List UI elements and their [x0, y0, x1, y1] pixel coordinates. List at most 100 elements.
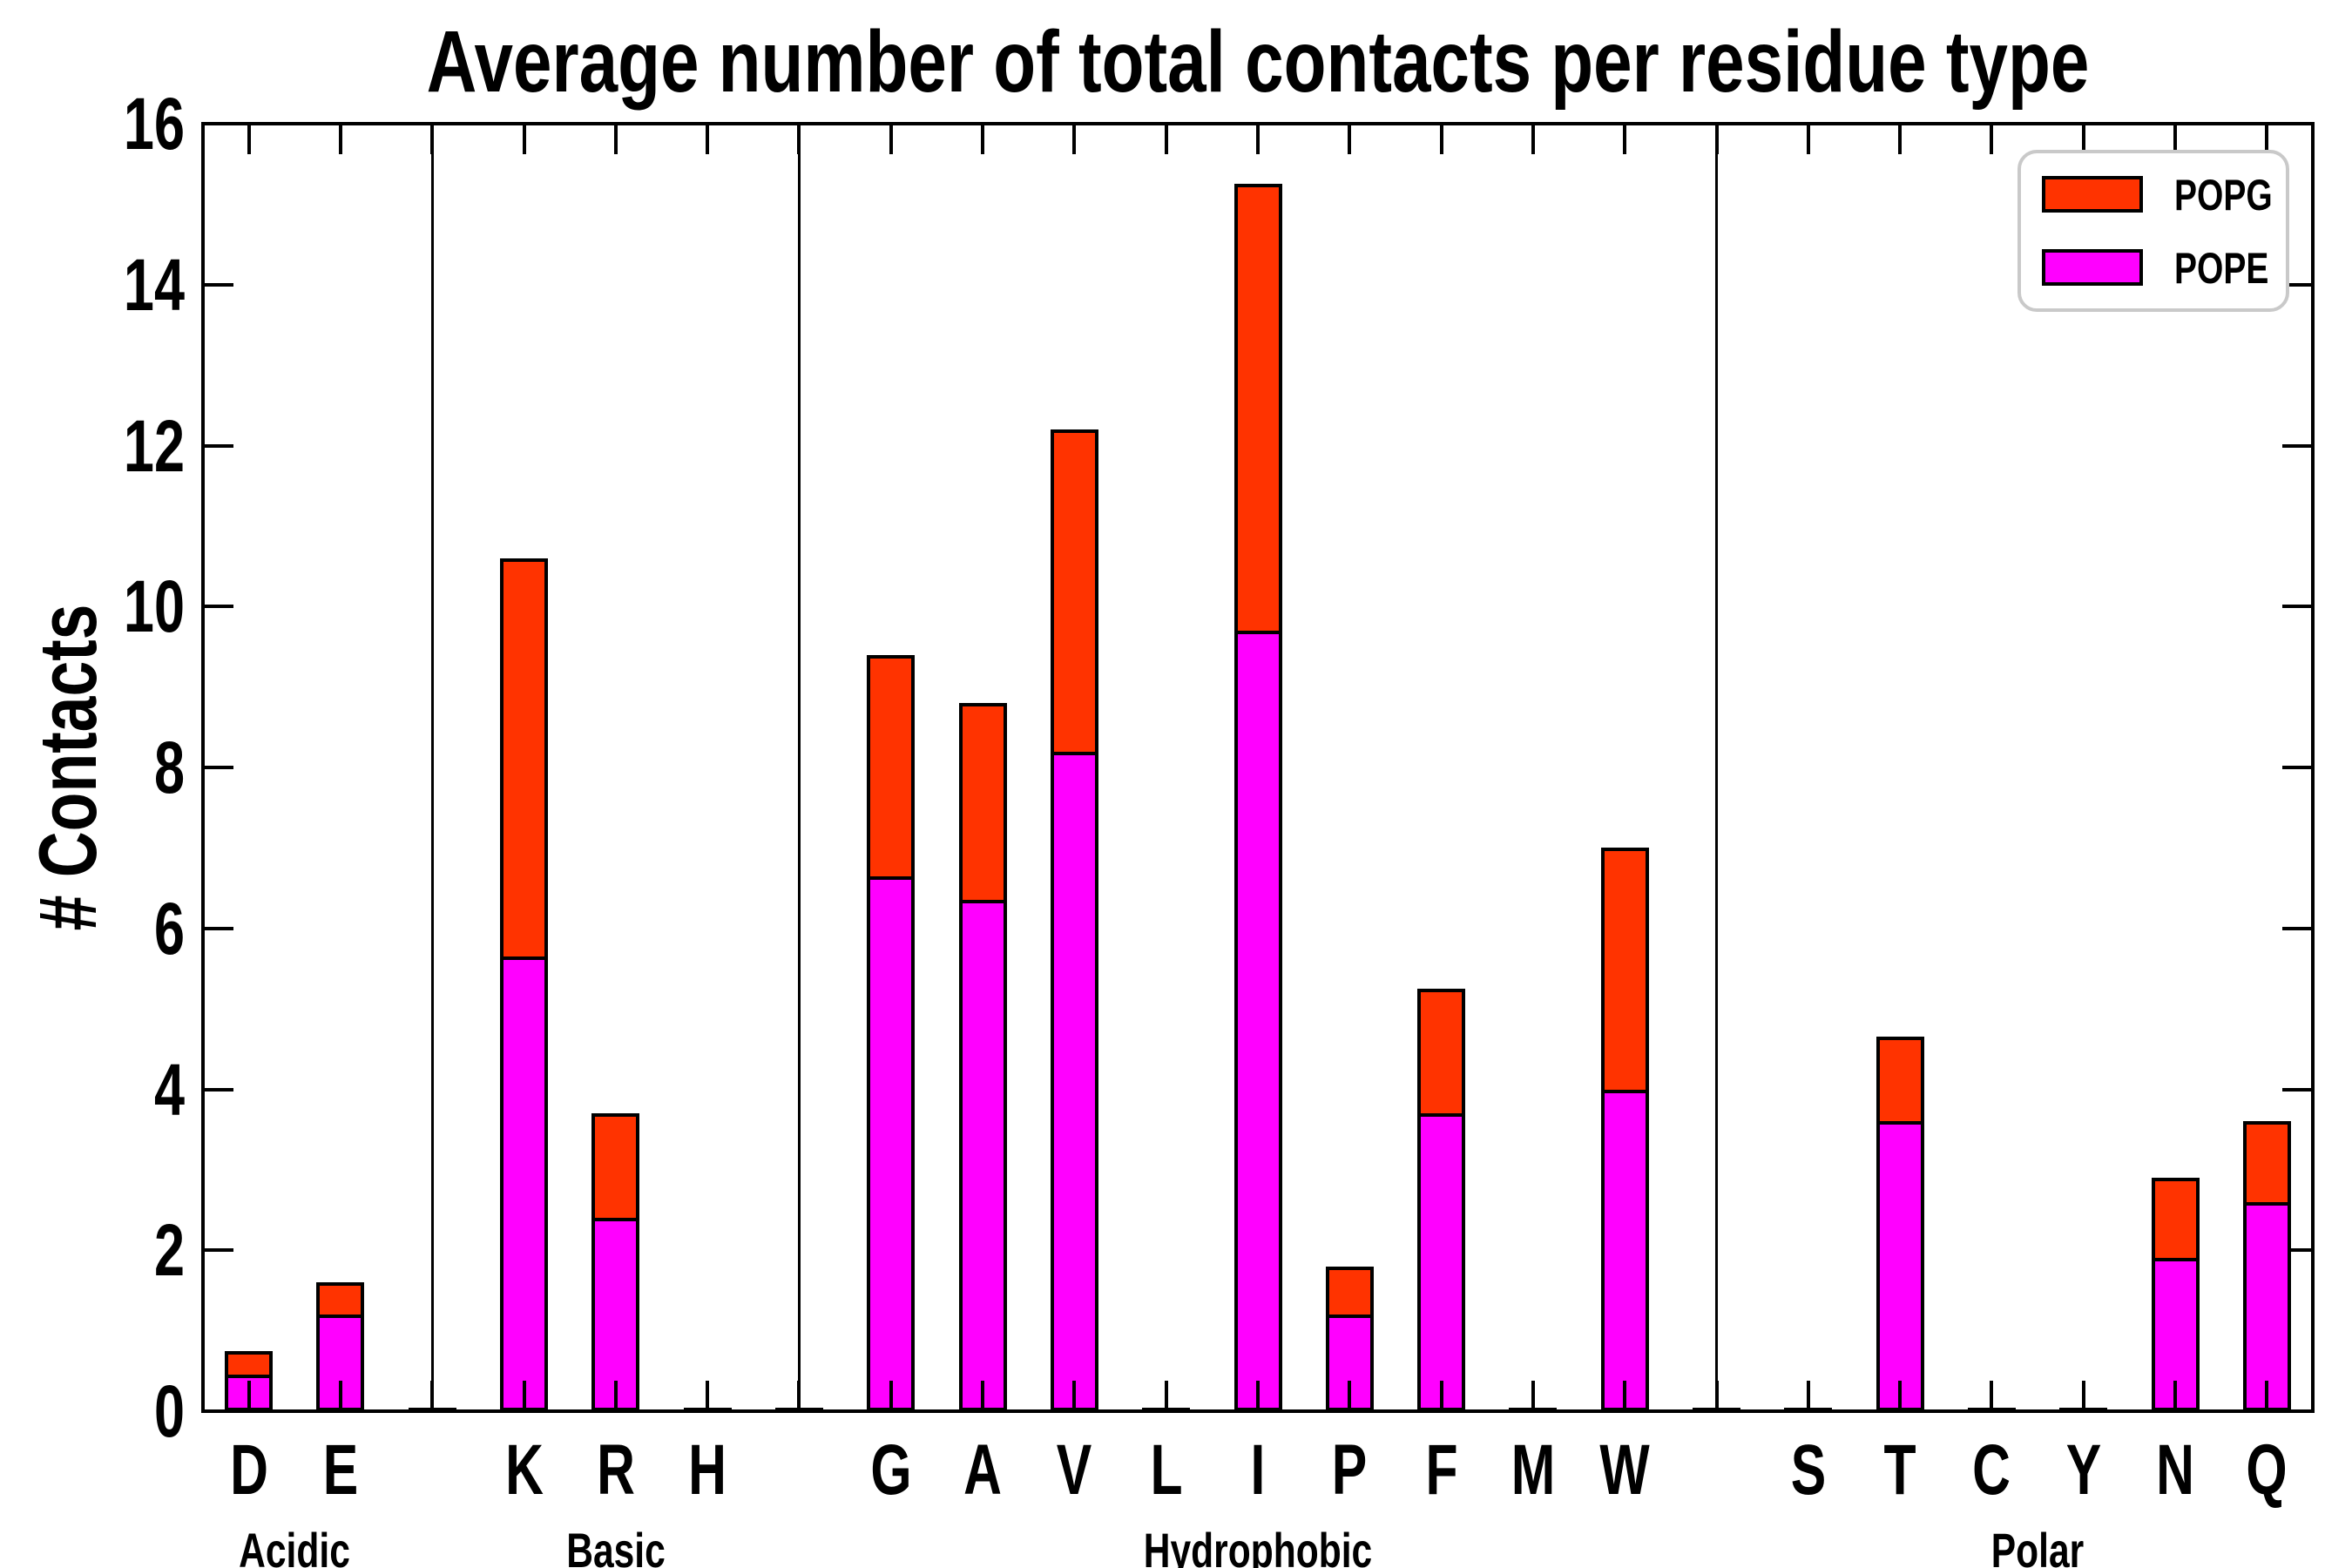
y-major-tick-left: [205, 926, 233, 930]
bar-pope-segment: [1417, 1113, 1466, 1411]
y-major-tick-left: [205, 122, 233, 125]
x-tick-label: G: [870, 1430, 912, 1510]
bar-zero-line: [774, 1408, 823, 1411]
y-major-tick-left: [205, 605, 233, 609]
y-tick-label: 2: [153, 1209, 185, 1292]
x-minor-tick-bottom: [247, 1381, 251, 1409]
bar-popg-segment: [2242, 1121, 2291, 1206]
x-minor-tick-bottom: [2265, 1381, 2269, 1409]
x-tick-label: V: [1057, 1430, 1092, 1510]
x-tick-label: D: [229, 1430, 268, 1510]
y-major-tick-left: [205, 443, 233, 448]
bar-pope-segment: [2151, 1258, 2200, 1411]
bar-popg-segment: [1876, 1037, 1924, 1125]
bar-pope-segment: [867, 875, 916, 1411]
y-tick-label: 4: [153, 1048, 185, 1131]
bar-zero-line: [1784, 1408, 1833, 1411]
x-minor-tick-bottom: [706, 1381, 710, 1409]
x-minor-tick-top: [1164, 125, 1168, 154]
y-major-tick-right: [2282, 766, 2311, 769]
x-minor-tick-top: [338, 125, 342, 154]
axis-spine-top: [201, 122, 2315, 125]
x-minor-tick-top: [1623, 125, 1627, 154]
bar-popg-segment: [591, 1113, 640, 1222]
bar-zero-line: [1509, 1408, 1558, 1411]
axis-spine-bottom: [201, 1409, 2315, 1413]
x-minor-tick-bottom: [797, 1381, 801, 1409]
x-minor-tick-top: [706, 125, 710, 154]
x-tick-label: R: [596, 1430, 635, 1510]
y-major-tick-right: [2282, 605, 2311, 609]
x-tick-label: T: [1883, 1430, 1916, 1510]
x-minor-tick-bottom: [1164, 1381, 1168, 1409]
x-minor-tick-bottom: [1439, 1381, 1443, 1409]
chart-title: Average number of total contacts per res…: [426, 13, 2090, 111]
x-minor-tick-top: [1714, 125, 1719, 154]
y-major-tick-left: [205, 1248, 233, 1253]
bar-zero-line: [1967, 1408, 2016, 1411]
legend-label-pope: POPE: [2174, 244, 2269, 293]
x-minor-tick-bottom: [522, 1381, 526, 1409]
bar-pope-segment: [1050, 751, 1098, 1411]
bar-popg-segment: [1050, 429, 1098, 755]
y-major-tick-right: [2282, 282, 2311, 287]
x-tick-label: Y: [2065, 1430, 2101, 1510]
bar-popg-segment: [1325, 1266, 1374, 1319]
x-minor-tick-top: [2081, 125, 2085, 154]
legend-label-popg: POPG: [2174, 171, 2273, 220]
x-minor-tick-top: [1439, 125, 1443, 154]
bar-pope-segment: [1233, 630, 1282, 1411]
x-minor-tick-top: [1990, 125, 1994, 154]
x-minor-tick-bottom: [1256, 1381, 1260, 1409]
bar-zero-line: [2059, 1408, 2108, 1411]
bar-pope-segment: [1600, 1089, 1649, 1411]
x-minor-tick-bottom: [2081, 1381, 2085, 1409]
bar-pope-segment: [1876, 1121, 1924, 1411]
x-minor-tick-top: [522, 125, 526, 154]
x-tick-label: S: [1790, 1430, 1827, 1510]
y-tick-label: 10: [123, 565, 185, 648]
bar-popg-segment: [316, 1282, 365, 1319]
bar-zero-line: [408, 1408, 456, 1411]
y-major-tick-left: [205, 766, 233, 769]
x-minor-tick-top: [1531, 125, 1535, 154]
bar-popg-segment: [1417, 989, 1466, 1118]
x-minor-tick-top: [981, 125, 985, 154]
bar-zero-line: [1142, 1408, 1191, 1411]
x-tick-label: M: [1511, 1430, 1556, 1510]
x-minor-tick-bottom: [889, 1381, 893, 1409]
x-group-label: Polar: [1990, 1523, 2085, 1568]
x-tick-label: H: [688, 1430, 727, 1510]
plot-area: [201, 122, 2315, 1413]
x-group-label: Hydrophobic: [1143, 1523, 1373, 1568]
y-major-tick-left: [205, 1409, 233, 1413]
bar-pope-segment: [2242, 1201, 2291, 1411]
x-tick-label: K: [504, 1430, 544, 1510]
bar-popg-segment: [2151, 1178, 2200, 1262]
x-tick-label: L: [1150, 1430, 1183, 1510]
x-tick-label: A: [963, 1430, 1002, 1510]
y-tick-label: 16: [123, 83, 185, 165]
group-divider-line: [797, 124, 801, 1411]
x-tick-label: Q: [2246, 1430, 2288, 1510]
x-minor-tick-bottom: [981, 1381, 985, 1409]
y-tick-label: 14: [123, 243, 185, 326]
y-major-tick-left: [205, 1087, 233, 1092]
bar-pope-segment: [500, 956, 549, 1411]
y-major-tick-right: [2282, 1248, 2311, 1253]
x-minor-tick-bottom: [2173, 1381, 2178, 1409]
x-minor-tick-bottom: [338, 1381, 342, 1409]
x-minor-tick-bottom: [1898, 1381, 1903, 1409]
bar-popg-segment: [867, 654, 916, 880]
x-minor-tick-top: [2265, 125, 2269, 154]
x-minor-tick-top: [1898, 125, 1903, 154]
x-minor-tick-bottom: [1806, 1381, 1810, 1409]
x-tick-label: W: [1599, 1430, 1650, 1510]
bar-popg-segment: [500, 558, 549, 961]
x-minor-tick-top: [2173, 125, 2178, 154]
x-tick-label: E: [322, 1430, 359, 1510]
x-tick-label: N: [2156, 1430, 2194, 1510]
bar-zero-line: [1693, 1408, 1741, 1411]
bar-popg-segment: [1233, 184, 1282, 634]
legend-swatch-pope: [2042, 249, 2143, 286]
